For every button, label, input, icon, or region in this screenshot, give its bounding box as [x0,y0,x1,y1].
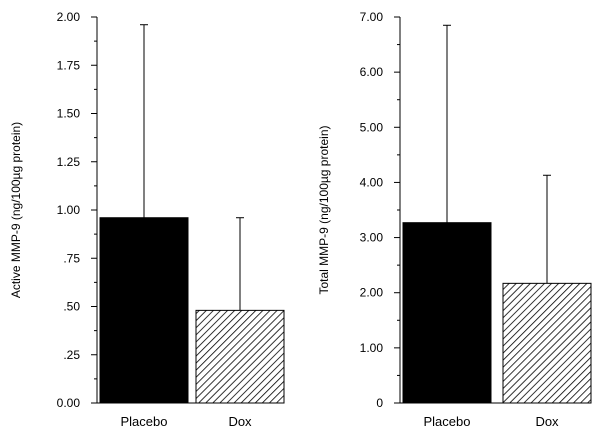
y-tick-label: 4.00 [360,175,384,189]
y-tick-label: .25 [63,348,80,362]
y-tick-label: 1.75 [57,58,81,72]
y-tick-label: 1.00 [57,203,81,217]
bar-dox [502,282,592,404]
bar-placebo [402,222,492,404]
y-tick-label: 5.00 [360,120,384,134]
y-tick-label: 6.00 [360,65,384,79]
y-tick-label: 3.00 [360,231,384,245]
category-label-dox: Dox [535,414,559,429]
category-label-placebo: Placebo [424,414,471,429]
category-label-placebo: Placebo [121,414,168,429]
y-tick-label: 1.25 [57,155,81,169]
bar-dox [195,309,285,404]
y-tick-label: 0.00 [57,396,81,410]
category-label-dox: Dox [228,414,252,429]
y-tick-label: 1.50 [57,107,81,121]
y-tick-label: .50 [63,300,80,314]
y-tick-label: 7.00 [360,10,384,24]
y-tick-label: .75 [63,251,80,265]
total-mmp9-chart: Placebo Dox 0 1.00 2.00 3.00 4.00 5.00 6.00 7.00 T… [317,10,592,429]
y-tick-label: 0 [376,396,383,410]
y-tick-label: 2.00 [360,286,384,300]
active-mmp9-chart: Placebo Dox 0.00 .25 .50 .75 1.00 1.25 1.50 1.75 2… [9,10,285,429]
bar-placebo [99,217,189,404]
y-tick-label: 1.00 [360,341,384,355]
y-axis-label: Total MMP-9 (ng/100µg protein) [317,126,331,295]
y-tick-label: 2.00 [57,10,81,24]
y-axis-label: Active MMP-9 (ng/100µg protein) [9,122,23,298]
